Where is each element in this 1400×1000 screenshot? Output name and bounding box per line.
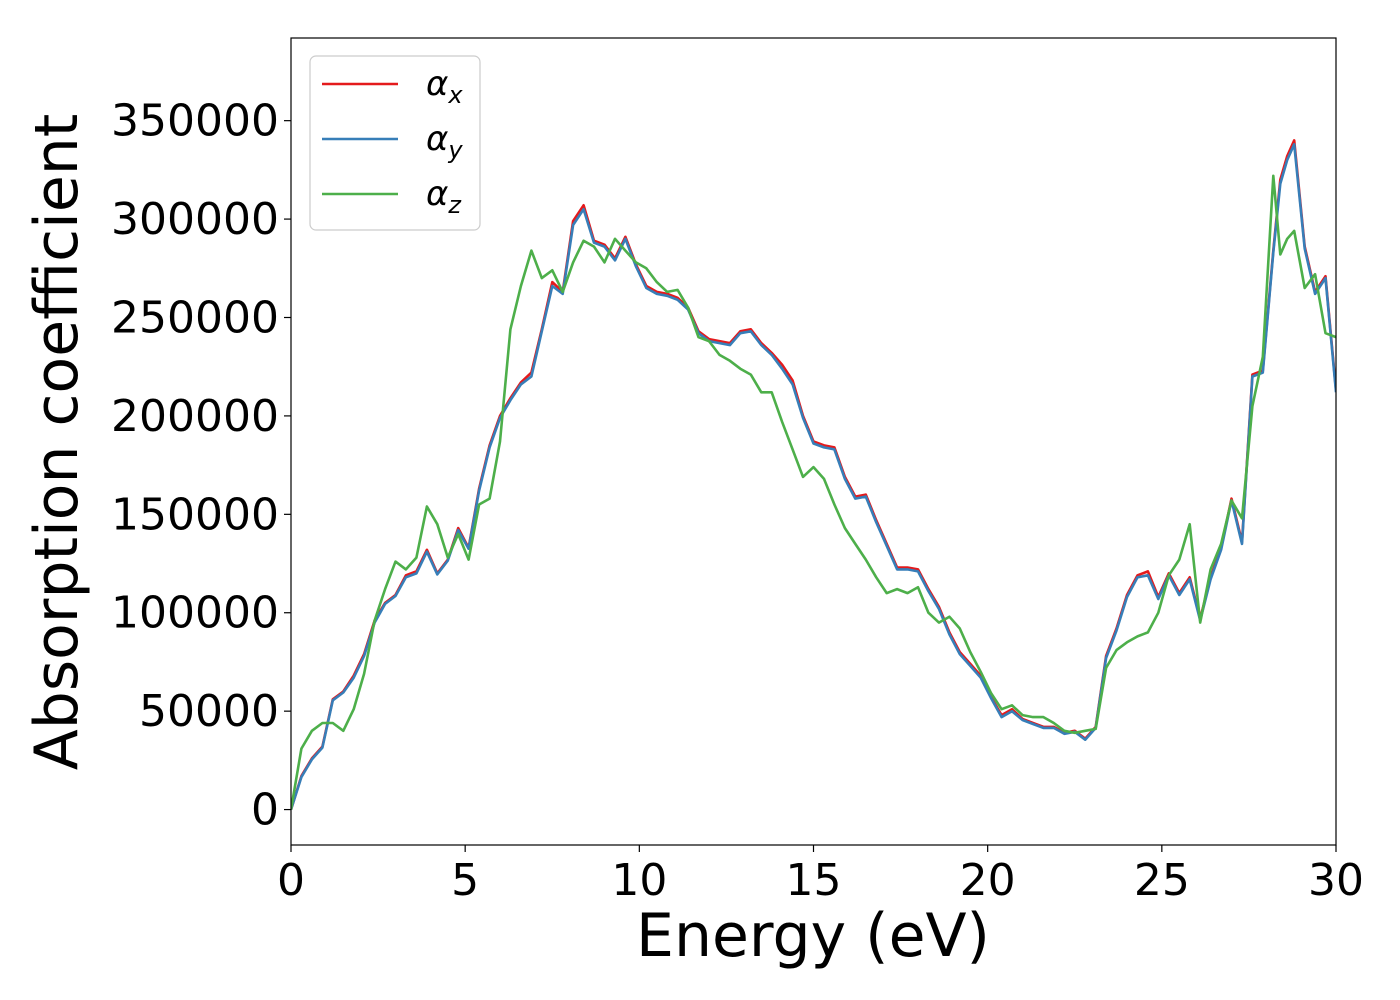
y-axis-title: Absorption coefficient [22,114,92,771]
x-axis-title: Energy (eV) [636,901,990,971]
y-tick-label: 200000 [111,391,279,442]
series-line-y [291,143,1336,810]
y-tick-label: 250000 [111,292,279,343]
y-tick-label: 150000 [111,489,279,540]
series-line-z [291,174,1336,810]
x-tick-label: 10 [611,855,667,906]
x-tick-label: 0 [277,855,305,906]
series-lines [291,139,1336,810]
x-tick-label: 5 [451,855,479,906]
legend: αx αy αz [309,55,481,231]
y-tick-label: 300000 [111,194,279,245]
legend-box [309,55,481,231]
y-tick-label: 100000 [111,588,279,639]
x-tick-label: 25 [1134,855,1190,906]
x-tick-label: 20 [960,855,1016,906]
x-axis: 0 5 10 15 20 25 30 [277,845,1364,906]
x-tick-label: 30 [1308,855,1364,906]
y-tick-label: 50000 [139,686,279,737]
legend-label-x: αx [426,64,463,109]
y-tick-label: 350000 [111,96,279,147]
legend-label-z: αz [426,174,462,219]
x-tick-label: 15 [786,855,842,906]
y-tick-label: 0 [251,785,279,836]
legend-label-y: αy [426,119,463,164]
y-axis: 0 50000 100000 150000 200000 250000 300000 3500… [111,96,291,836]
